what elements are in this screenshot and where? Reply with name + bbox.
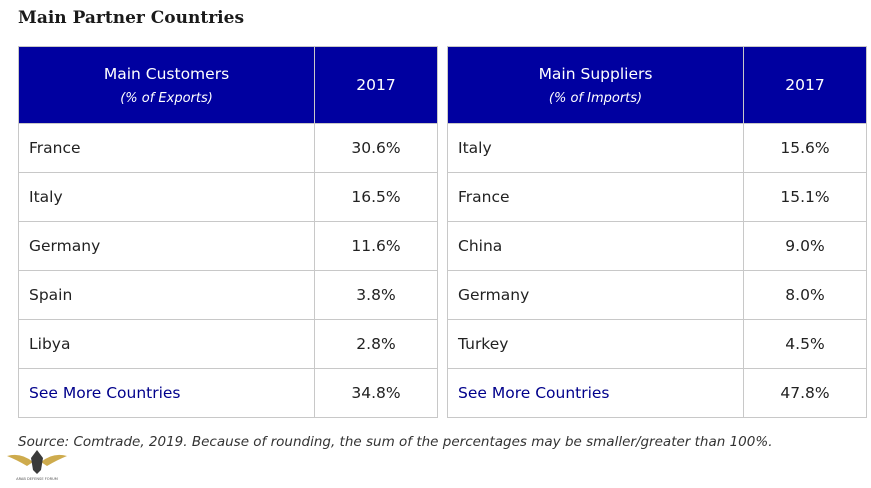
table-row: Italy 16.5% bbox=[18, 172, 438, 222]
suppliers-header-label: Main Suppliers bbox=[538, 64, 653, 83]
table-row: Spain 3.8% bbox=[18, 270, 438, 320]
country-share: 2.8% bbox=[314, 319, 438, 369]
country-share: 4.5% bbox=[743, 319, 867, 369]
table-row: Germany 11.6% bbox=[18, 221, 438, 271]
country-share: 8.0% bbox=[743, 270, 867, 320]
customers-header-label: Main Customers bbox=[103, 64, 230, 83]
watermark-text: ARAB DEFENSE FORUM bbox=[16, 477, 58, 481]
suppliers-header: Main Suppliers (% of Imports) bbox=[447, 46, 744, 124]
country-name: France bbox=[18, 123, 315, 173]
country-share: 9.0% bbox=[743, 221, 867, 271]
see-more-customers-link[interactable]: See More Countries bbox=[29, 384, 181, 402]
table-row: Italy 15.6% bbox=[447, 123, 867, 173]
customers-header: Main Customers (% of Exports) bbox=[18, 46, 315, 124]
wing-right-icon bbox=[41, 454, 67, 466]
shield-icon bbox=[31, 450, 43, 474]
country-share: 11.6% bbox=[314, 221, 438, 271]
page-title: Main Partner Countries bbox=[18, 8, 245, 28]
see-more-suppliers-link[interactable]: See More Countries bbox=[458, 384, 610, 402]
table-row: France 30.6% bbox=[18, 123, 438, 173]
country-name: Italy bbox=[18, 172, 315, 222]
country-name: Germany bbox=[447, 270, 744, 320]
table-row-more: See More Countries 34.8% bbox=[18, 368, 438, 418]
suppliers-table: Main Suppliers (% of Imports) 2017 Italy… bbox=[447, 46, 867, 418]
see-more-cell: See More Countries bbox=[447, 368, 744, 418]
country-name: Germany bbox=[18, 221, 315, 271]
table-row: Libya 2.8% bbox=[18, 319, 438, 369]
country-share: 16.5% bbox=[314, 172, 438, 222]
see-more-cell: See More Countries bbox=[18, 368, 315, 418]
table-row: France 15.1% bbox=[447, 172, 867, 222]
table-row: China 9.0% bbox=[447, 221, 867, 271]
country-share: 30.6% bbox=[314, 123, 438, 173]
customers-table: Main Customers (% of Exports) 2017 Franc… bbox=[18, 46, 438, 418]
customers-subheader: (% of Exports) bbox=[120, 90, 213, 106]
table-row: Turkey 4.5% bbox=[447, 319, 867, 369]
table-row-more: See More Countries 47.8% bbox=[447, 368, 867, 418]
country-name: China bbox=[447, 221, 744, 271]
other-countries-share: 47.8% bbox=[743, 368, 867, 418]
suppliers-subheader: (% of Imports) bbox=[548, 90, 643, 106]
country-name: Italy bbox=[447, 123, 744, 173]
forum-logo-watermark: ARAB DEFENSE FORUM bbox=[7, 450, 67, 481]
customers-year-header: 2017 bbox=[314, 46, 438, 124]
country-share: 15.1% bbox=[743, 172, 867, 222]
country-share: 3.8% bbox=[314, 270, 438, 320]
other-countries-share: 34.8% bbox=[314, 368, 438, 418]
country-name: Libya bbox=[18, 319, 315, 369]
customers-header-row: Main Customers (% of Exports) 2017 bbox=[18, 46, 438, 124]
country-name: Spain bbox=[18, 270, 315, 320]
source-note: Source: Comtrade, 2019. Because of round… bbox=[18, 434, 773, 450]
country-share: 15.6% bbox=[743, 123, 867, 173]
country-name: Turkey bbox=[447, 319, 744, 369]
country-name: France bbox=[447, 172, 744, 222]
suppliers-header-row: Main Suppliers (% of Imports) 2017 bbox=[447, 46, 867, 124]
suppliers-year-header: 2017 bbox=[743, 46, 867, 124]
table-row: Germany 8.0% bbox=[447, 270, 867, 320]
wing-left-icon bbox=[7, 454, 33, 466]
